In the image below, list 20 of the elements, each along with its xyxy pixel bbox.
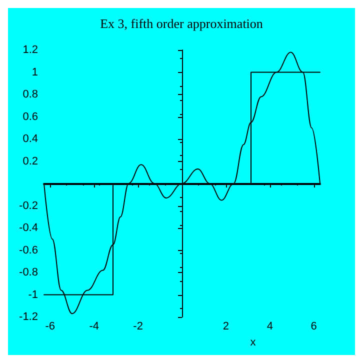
y-tick-label: -1 — [28, 288, 38, 301]
x-tick-label: -2 — [133, 320, 143, 332]
x-tick-label: 4 — [266, 320, 273, 332]
x-tick-label: 2 — [222, 320, 230, 332]
x-tick-label: 6 — [310, 320, 317, 332]
y-tick-label: -0.2 — [19, 200, 38, 212]
x-axis-title: x — [250, 336, 256, 348]
y-tick-label: -0.6 — [19, 244, 38, 256]
x-tick-label: -4 — [89, 320, 99, 332]
y-tick-label: 0.8 — [22, 88, 38, 100]
x-tick-label: -6 — [45, 320, 56, 332]
chart-title: Ex 3, fifth order approximation — [100, 16, 264, 31]
y-tick-label: 0.2 — [22, 155, 38, 168]
y-tick-label: -0.4 — [19, 222, 38, 234]
y-tick-label: -1.2 — [19, 311, 38, 323]
y-tick-label: 1.2 — [22, 44, 38, 56]
y-tick-label: -0.8 — [19, 266, 38, 278]
y-tick-label: 0.6 — [22, 110, 38, 123]
y-tick-label: 0.4 — [22, 133, 38, 145]
y-tick-label: 1 — [32, 66, 38, 78]
